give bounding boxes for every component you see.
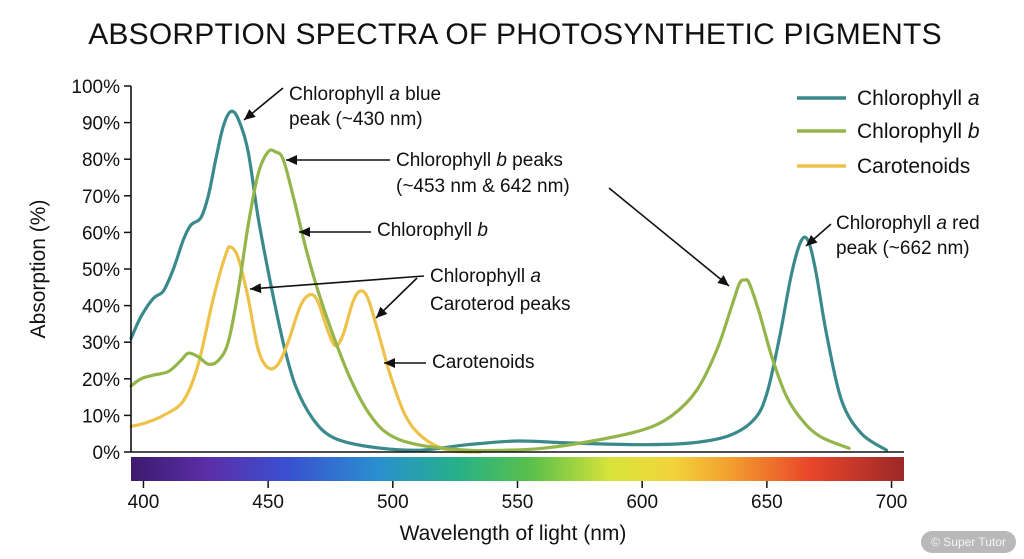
y-tick-label: 0%: [93, 443, 121, 464]
annotation-arrowhead: [717, 275, 729, 286]
legend-label: Chlorophyll b: [857, 120, 980, 143]
y-tick-label: 80%: [82, 150, 120, 171]
y-tick-label: 40%: [82, 297, 120, 318]
x-axis-label: Wavelength of light (nm): [400, 522, 627, 545]
annotation-chl-a-red: Chlorophyll a red: [836, 213, 980, 234]
annotation-chl-b-peaks: Chlorophyll b peaks: [396, 150, 563, 171]
annotations: Chlorophyll a blue peak (~430 nm) Chloroph…: [243, 84, 980, 373]
x-tick-label: 500: [377, 492, 409, 513]
spectrum-color-bar: [131, 457, 904, 481]
annotation-chl-a-blue: peak (~430 nm): [289, 109, 423, 130]
y-tick-label: 90%: [82, 114, 120, 135]
y-tick-label: 70%: [82, 187, 120, 208]
annotation-chl-a-red: peak (~662 nm): [836, 238, 970, 259]
series-lines: [129, 109, 889, 454]
annotation-leader: [608, 187, 730, 287]
annotation-arrowhead: [806, 234, 818, 246]
annotation-arrowhead: [376, 306, 388, 318]
x-tick-label: 400: [128, 492, 160, 513]
legend-label: Chlorophyll a: [857, 87, 980, 110]
x-tick-label: 450: [252, 492, 284, 513]
annotation-chl-a-carot: Chlorophyll a: [430, 266, 541, 287]
y-tick-label: 60%: [82, 223, 120, 244]
x-tick-label: 650: [751, 492, 783, 513]
annotation-arrowhead: [286, 155, 297, 165]
series-line-chl-b: [129, 148, 851, 453]
y-tick-label: 20%: [82, 370, 120, 391]
annotation-chl-b-peaks: (~453 nm & 642 nm): [396, 176, 570, 197]
annotation-chl-b: Chlorophyll b: [377, 220, 488, 241]
watermark-badge: © Super Tutor: [921, 531, 1016, 553]
y-tick-label: 50%: [82, 260, 120, 281]
y-axis-label: Absorption (%): [27, 200, 50, 339]
y-axis-ticks: 0% 10% 20% 30% 40% 50% 60% 70% 80% 90% 100%: [71, 77, 131, 464]
legend: Chlorophyll a Chlorophyll b Carotenoids: [797, 87, 980, 178]
annotation-chl-a-carot: Caroterod peaks: [430, 294, 570, 315]
chart-title: ABSORPTION SPECTRA OF PHOTOSYNTHETIC PIG…: [88, 18, 942, 51]
annotation-arrowhead: [244, 109, 256, 120]
annotation-arrowhead: [250, 283, 262, 294]
x-tick-label: 700: [876, 492, 908, 513]
y-tick-label: 10%: [82, 406, 120, 427]
annotation-leader: [249, 275, 425, 290]
x-tick-label: 550: [502, 492, 534, 513]
x-axis-ticks: 400 450 500 550 600 650 700: [128, 481, 908, 513]
annotation-carot: Carotenoids: [432, 352, 534, 373]
annotation-arrowhead: [299, 227, 310, 237]
y-tick-label: 100%: [71, 77, 120, 98]
series-line-carot: [129, 245, 482, 454]
annotation-chl-a-blue: Chlorophyll a blue: [289, 84, 441, 105]
annotation-arrowhead: [384, 358, 395, 368]
x-tick-label: 600: [626, 492, 658, 513]
y-tick-label: 30%: [82, 333, 120, 354]
series-line-chl-a: [129, 109, 889, 452]
legend-label: Carotenoids: [857, 155, 970, 178]
